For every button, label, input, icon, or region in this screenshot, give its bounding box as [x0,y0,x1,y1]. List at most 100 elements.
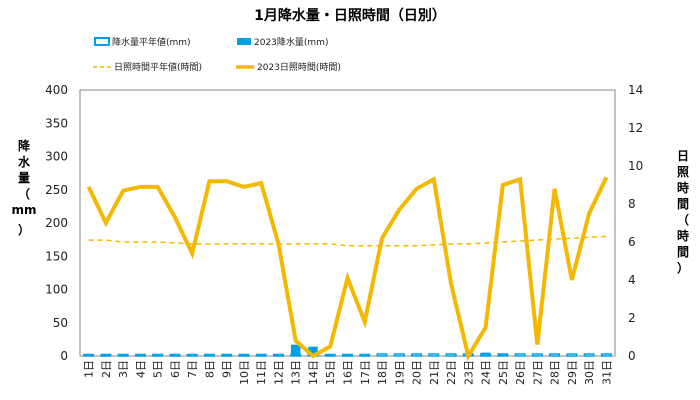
x-axis: 1日 2日 3日 4日 5日 6日 7日 8日 9日 10日 11日 12日 13日 14日 15日 16日 1… [83,360,614,385]
precip-normal-bar [428,353,440,357]
x-tick-label: 10日 [238,360,251,385]
precip-normal-bar [445,353,457,357]
left-axis-label-char: 降 [18,138,31,153]
x-tick-label: 18日 [376,360,389,385]
x-tick-label: 5日 [152,360,165,378]
precip-normal-bar [83,353,95,357]
x-tick-label: 13日 [290,360,303,385]
right-axis-label-char: （ [677,212,689,227]
left-tick-label: 300 [45,150,68,164]
legend-label-sun-normal: 日照時間平年値(時間) [114,61,202,73]
left-tick-label: 200 [45,216,68,230]
precip-normal-bar [255,353,267,357]
precip-2023-bar [290,344,301,356]
right-axis-label-char: 時 [677,228,689,243]
x-tick-label: 4日 [134,360,147,378]
right-tick-label: 4 [628,273,636,287]
left-axis: 0 50 100 150 200 250 300 350 400 [45,83,68,363]
x-tick-label: 8日 [203,360,216,378]
precip-normal-bar [600,353,612,357]
legend-label-sun-2023: 2023日照時間(時間) [257,62,341,73]
left-axis-label: 降水量（ mm ） [11,138,36,237]
legend-label-precip-2023: 2023降水量(mm) [254,36,328,48]
precip-normal-bars [83,353,612,357]
right-axis-label-char: 日 [677,149,689,163]
precip-normal-bar [359,353,371,357]
right-axis-label: 日照時間（時間） [677,149,689,275]
x-tick-label: 27日 [531,360,544,385]
x-tick-label: 17日 [359,360,372,385]
left-tick-label: 250 [45,183,68,197]
x-tick-label: 25日 [497,360,510,385]
x-tick-label: 1日 [83,360,96,378]
right-tick-label: 6 [628,235,636,249]
precip-normal-bar [134,353,146,357]
precip-normal-bar [272,353,284,357]
precip-normal-bar [514,353,526,357]
right-axis-label-char: 間 [677,245,689,259]
x-tick-label: 11日 [255,360,268,385]
left-axis-label-char: ） [18,222,30,237]
legend-item-sun-2023: 2023日照時間(時間) [236,62,341,73]
left-tick-label: 100 [45,283,68,297]
x-tick-label: 15日 [324,360,337,385]
precip-normal-bar [376,353,388,357]
precip-normal-bar [221,353,233,357]
precip-normal-bar [549,353,561,357]
left-tick-label: 150 [45,249,68,263]
precip-2023-bar [480,352,491,356]
left-axis-label-char: （ [18,186,30,201]
precip-normal-bar [342,353,353,357]
legend-swatch-precip-normal [94,37,110,46]
left-axis-label-char: 量 [18,171,30,185]
right-tick-label: 12 [628,121,643,135]
x-tick-label: 3日 [117,360,130,378]
precip-2023-bar [308,346,318,356]
x-tick-label: 31日 [600,360,613,385]
right-tick-label: 14 [628,83,643,97]
precip-normal-bar [583,353,595,357]
x-tick-label: 9日 [221,360,234,378]
x-tick-label: 26日 [514,360,527,385]
legend-swatch-precip-2023 [237,38,251,45]
chart-title: 1月降水量・日照時間（日別） [254,7,446,24]
x-tick-label: 19日 [393,360,406,385]
right-axis-label-char: 時 [677,180,689,195]
left-axis-label-char: 水 [18,154,31,169]
precip-normal-bar [531,353,543,357]
left-tick-label: 50 [53,316,68,330]
precip-normal-bar [203,353,215,357]
right-axis-label-char: ） [677,260,689,275]
precip-normal-bar [169,353,181,357]
right-axis-label-char: 照 [677,164,689,179]
right-tick-label: 8 [628,197,636,211]
precip-normal-bar [152,353,164,357]
right-tick-label: 2 [628,311,636,325]
x-tick-label: 22日 [445,360,458,385]
precip-normal-bar [238,353,250,357]
left-tick-label: 350 [45,116,68,130]
x-tick-label: 6日 [169,360,182,378]
precip-normal-bar [117,353,129,357]
x-tick-label: 30日 [583,360,596,385]
precip-normal-bar [324,353,336,357]
legend-item-precip-normal: 降水量平年値(mm) [94,36,191,48]
left-axis-label-char: mm [11,203,36,217]
x-tick-label: 7日 [186,360,199,378]
sun-2023-line [86,176,609,362]
right-axis: 0 2 4 6 8 10 12 14 [628,83,643,363]
precip-normal-bar [566,353,578,357]
right-tick-label: 0 [628,349,636,363]
legend-item-sun-normal: 日照時間平年値(時間) [93,61,202,73]
right-axis-label-char: 間 [677,197,689,211]
precip-2023-bar [498,354,508,356]
precip-normal-bar [393,353,405,357]
precip-normal-bar [186,353,198,357]
x-tick-label: 28日 [549,360,562,385]
x-tick-label: 2日 [100,360,113,378]
x-tick-label: 20日 [411,360,424,385]
precip-normal-bar [411,353,423,357]
x-tick-label: 24日 [480,360,493,385]
